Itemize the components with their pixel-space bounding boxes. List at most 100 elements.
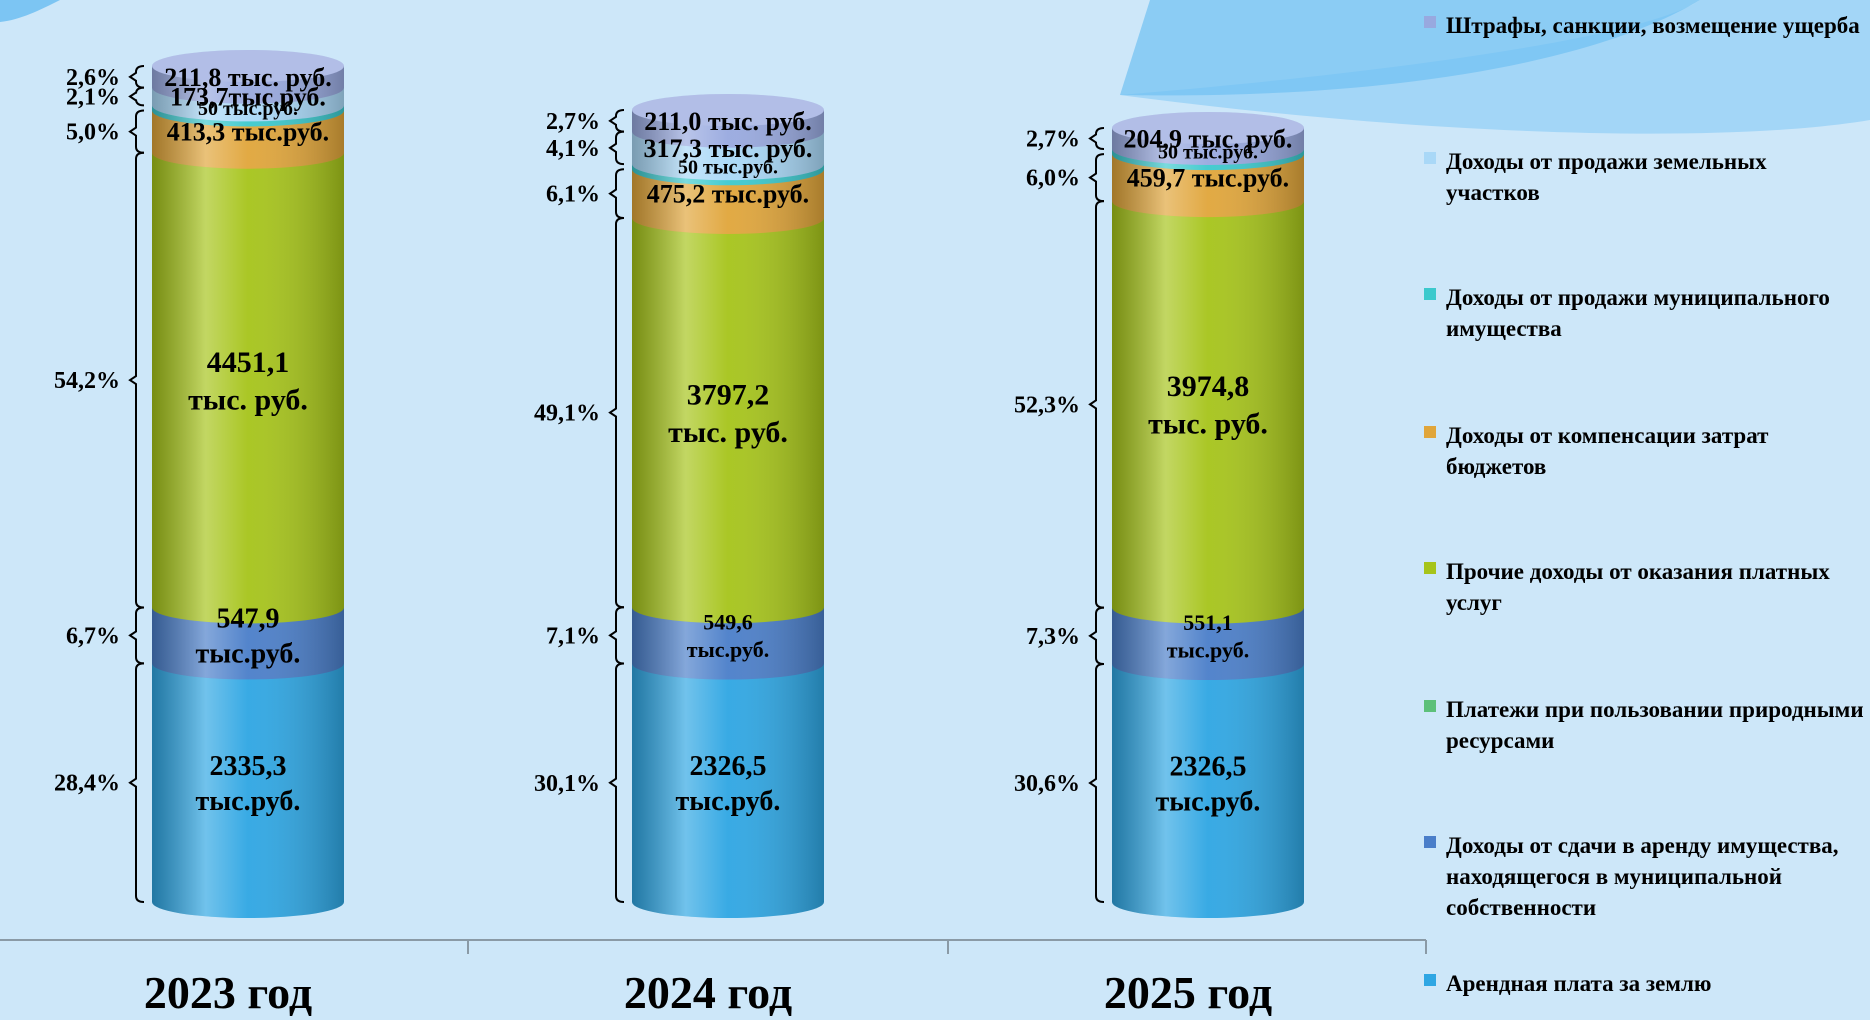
data-label: 211,0 тыс. руб. (644, 107, 811, 136)
percent-brace (1088, 200, 1105, 609)
percent-brace (1088, 127, 1105, 150)
legend-swatch (1424, 974, 1436, 986)
legend-swatch (1424, 700, 1436, 712)
data-label: тыс.руб. (1167, 637, 1249, 662)
bar-top-cap (152, 50, 344, 82)
x-tick-label: 2023 год (144, 967, 312, 1018)
bar-segment-shading (1112, 201, 1304, 624)
bar-segment-shading (632, 663, 824, 918)
percent-brace (1088, 153, 1105, 203)
percent-brace (128, 65, 145, 89)
data-label: 551,1 (1183, 610, 1233, 635)
percent-brace (128, 109, 145, 154)
bars-layer: 2335,3 тыс.руб. 547,9 тыс.руб. 4451,1 тыс. ру… (54, 50, 1304, 918)
legend-swatch (1424, 562, 1436, 574)
percent-label: 2,7% (1026, 126, 1080, 152)
bar-segment-shading (632, 607, 824, 680)
data-label: 4451,1 (207, 346, 290, 379)
legend-swatch (1424, 16, 1436, 28)
background-wave (0, 0, 1870, 134)
legend-label: Прочие доходы от оказания платных услуг (1446, 559, 1830, 615)
legend-label: Доходы от сдачи в аренду имущества, нахо… (1446, 833, 1839, 920)
data-label: 317,3 тыс. руб. (644, 134, 813, 163)
data-label: 413,3 тыс.руб. (167, 118, 329, 147)
data-label: 50 тыс.руб. (1158, 142, 1258, 164)
bar-segment-shading (1112, 607, 1304, 681)
percent-brace (128, 86, 145, 107)
percent-label: 4,1% (546, 136, 600, 162)
percent-label: 7,1% (546, 623, 600, 649)
percent-label: 6,0% (1026, 166, 1080, 192)
data-label: тыс.руб. (676, 786, 781, 817)
percent-label: 2,1% (66, 85, 120, 111)
data-label: тыс. руб. (1148, 408, 1268, 441)
data-label: 204,9 тыс. руб. (1124, 125, 1293, 154)
legend-label: Доходы от компенсации затрат бюджетов (1446, 423, 1769, 479)
percent-label: 28,4% (54, 771, 120, 797)
percent-label: 7,3% (1026, 624, 1080, 650)
percent-label: 52,3% (1014, 392, 1080, 418)
percent-brace (1088, 663, 1105, 903)
bar-top-cap (1112, 112, 1304, 144)
percent-brace (608, 216, 625, 609)
legend-label: Доходы от продажи муниципального имущест… (1446, 285, 1830, 341)
bar-top-cap-highlight (1112, 112, 1304, 144)
data-label: тыс. руб. (188, 383, 308, 416)
data-label: 3797,2 (687, 378, 770, 411)
percent-brace (1088, 606, 1105, 666)
bar-top-cap (632, 94, 824, 126)
bar-segment-shading (152, 663, 344, 918)
legend-swatch (1424, 152, 1436, 164)
percent-brace (608, 130, 625, 166)
percent-brace (608, 606, 625, 665)
bar-segment-shading (1112, 154, 1304, 218)
x-axis: 2023 год 2024 год 2025 год (0, 939, 1427, 1018)
percent-label: 30,6% (1014, 771, 1080, 797)
percent-label: 54,2% (54, 368, 120, 394)
bar-top-cap-highlight (632, 94, 824, 126)
data-label: 50 тыс.руб. (198, 98, 298, 120)
percent-brace (608, 109, 625, 133)
data-label: тыс.руб. (687, 637, 769, 662)
data-label: тыс.руб. (196, 639, 301, 670)
data-label: тыс.руб. (196, 786, 301, 817)
bar-segment-shading (1112, 664, 1304, 918)
x-tick-label: 2025 год (1104, 967, 1272, 1018)
data-label: тыс. руб. (668, 416, 788, 449)
percent-label: 5,0% (66, 120, 120, 146)
bar-segment-shading (152, 607, 344, 680)
data-label: 459,7 тыс.руб. (1127, 164, 1289, 193)
data-label: 549,6 (703, 609, 753, 634)
legend-swatch (1424, 836, 1436, 848)
data-label: 173,7тыс.руб. (170, 83, 326, 112)
data-label: 50 тыс.руб. (678, 157, 778, 179)
legend-swatch (1424, 426, 1436, 438)
legend-label: Доходы от продажи земельных участков (1446, 149, 1767, 205)
data-label: 547,9 (217, 604, 280, 635)
bar-0: 2335,3 тыс.руб. 547,9 тыс.руб. 4451,1 тыс. ру… (54, 50, 344, 918)
percent-brace (608, 662, 625, 903)
bar-segment-shading (632, 169, 824, 234)
percent-label: 2,7% (546, 109, 600, 135)
x-tick-label: 2024 год (624, 967, 792, 1018)
data-label: 2326,5 (1170, 751, 1247, 782)
data-label: 2335,3 (210, 751, 287, 782)
data-label: тыс.руб. (1156, 786, 1261, 817)
data-label: 2326,5 (690, 751, 767, 782)
percent-label: 6,7% (66, 623, 120, 649)
legend-label: Платежи при пользовании природными ресур… (1446, 697, 1864, 753)
data-label: 3974,8 (1167, 370, 1250, 403)
data-label: 475,2 тыс.руб. (647, 180, 809, 209)
legend-swatch (1424, 288, 1436, 300)
data-label: 211,8 тыс. руб. (164, 63, 331, 92)
legend-label: Штрафы, санкции, возмещение ущерба (1446, 13, 1860, 38)
bar-top-cap-highlight (152, 50, 344, 82)
percent-brace (608, 168, 625, 219)
percent-label: 2,6% (66, 65, 120, 91)
percent-brace (128, 606, 145, 665)
percent-label: 6,1% (546, 182, 600, 208)
percent-label: 30,1% (534, 771, 600, 797)
percent-brace (128, 662, 145, 903)
